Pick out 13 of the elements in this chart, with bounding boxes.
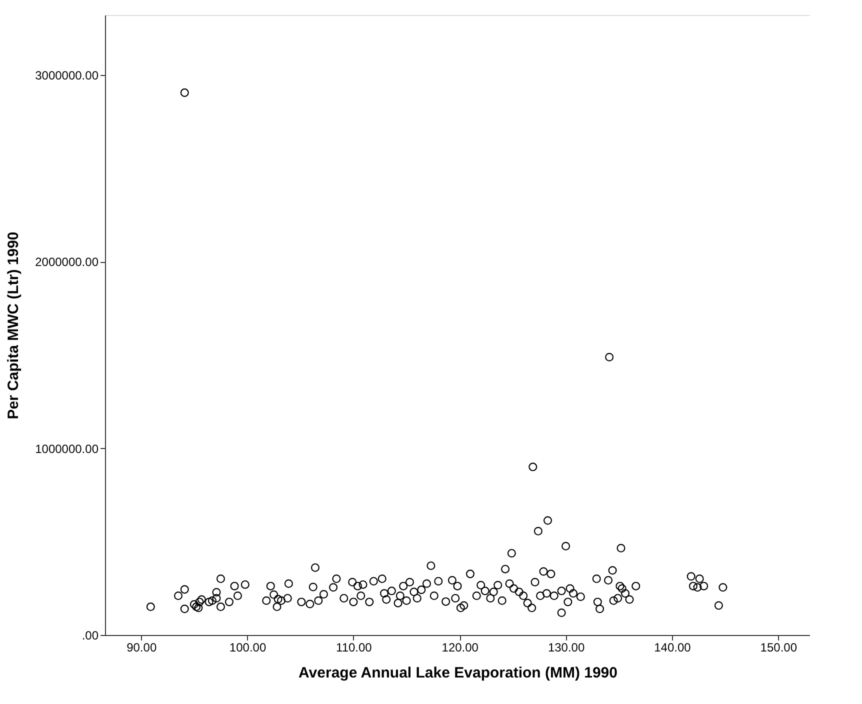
x-tick-label: 150.00 xyxy=(760,640,798,654)
y-tick-label: 2000000.00 xyxy=(35,255,99,270)
x-tick-label: 100.00 xyxy=(229,640,266,654)
x-tick-label: 120.00 xyxy=(442,640,479,654)
x-tick-label: 90.00 xyxy=(126,640,157,654)
y-tick-label: 1000000.00 xyxy=(35,442,99,456)
x-tick-label: 110.00 xyxy=(336,640,372,654)
y-tick-label: 3000000.00 xyxy=(35,68,99,82)
y-tick-label: .00 xyxy=(82,628,99,642)
x-axis-title: Average Annual Lake Evaporation (MM) 1990 xyxy=(298,664,618,682)
x-tick-label: 140.00 xyxy=(654,640,692,654)
x-tick-label: 130.00 xyxy=(548,640,585,654)
y-axis-title: Per Capita MWC (Ltr) 1990 xyxy=(5,232,22,420)
